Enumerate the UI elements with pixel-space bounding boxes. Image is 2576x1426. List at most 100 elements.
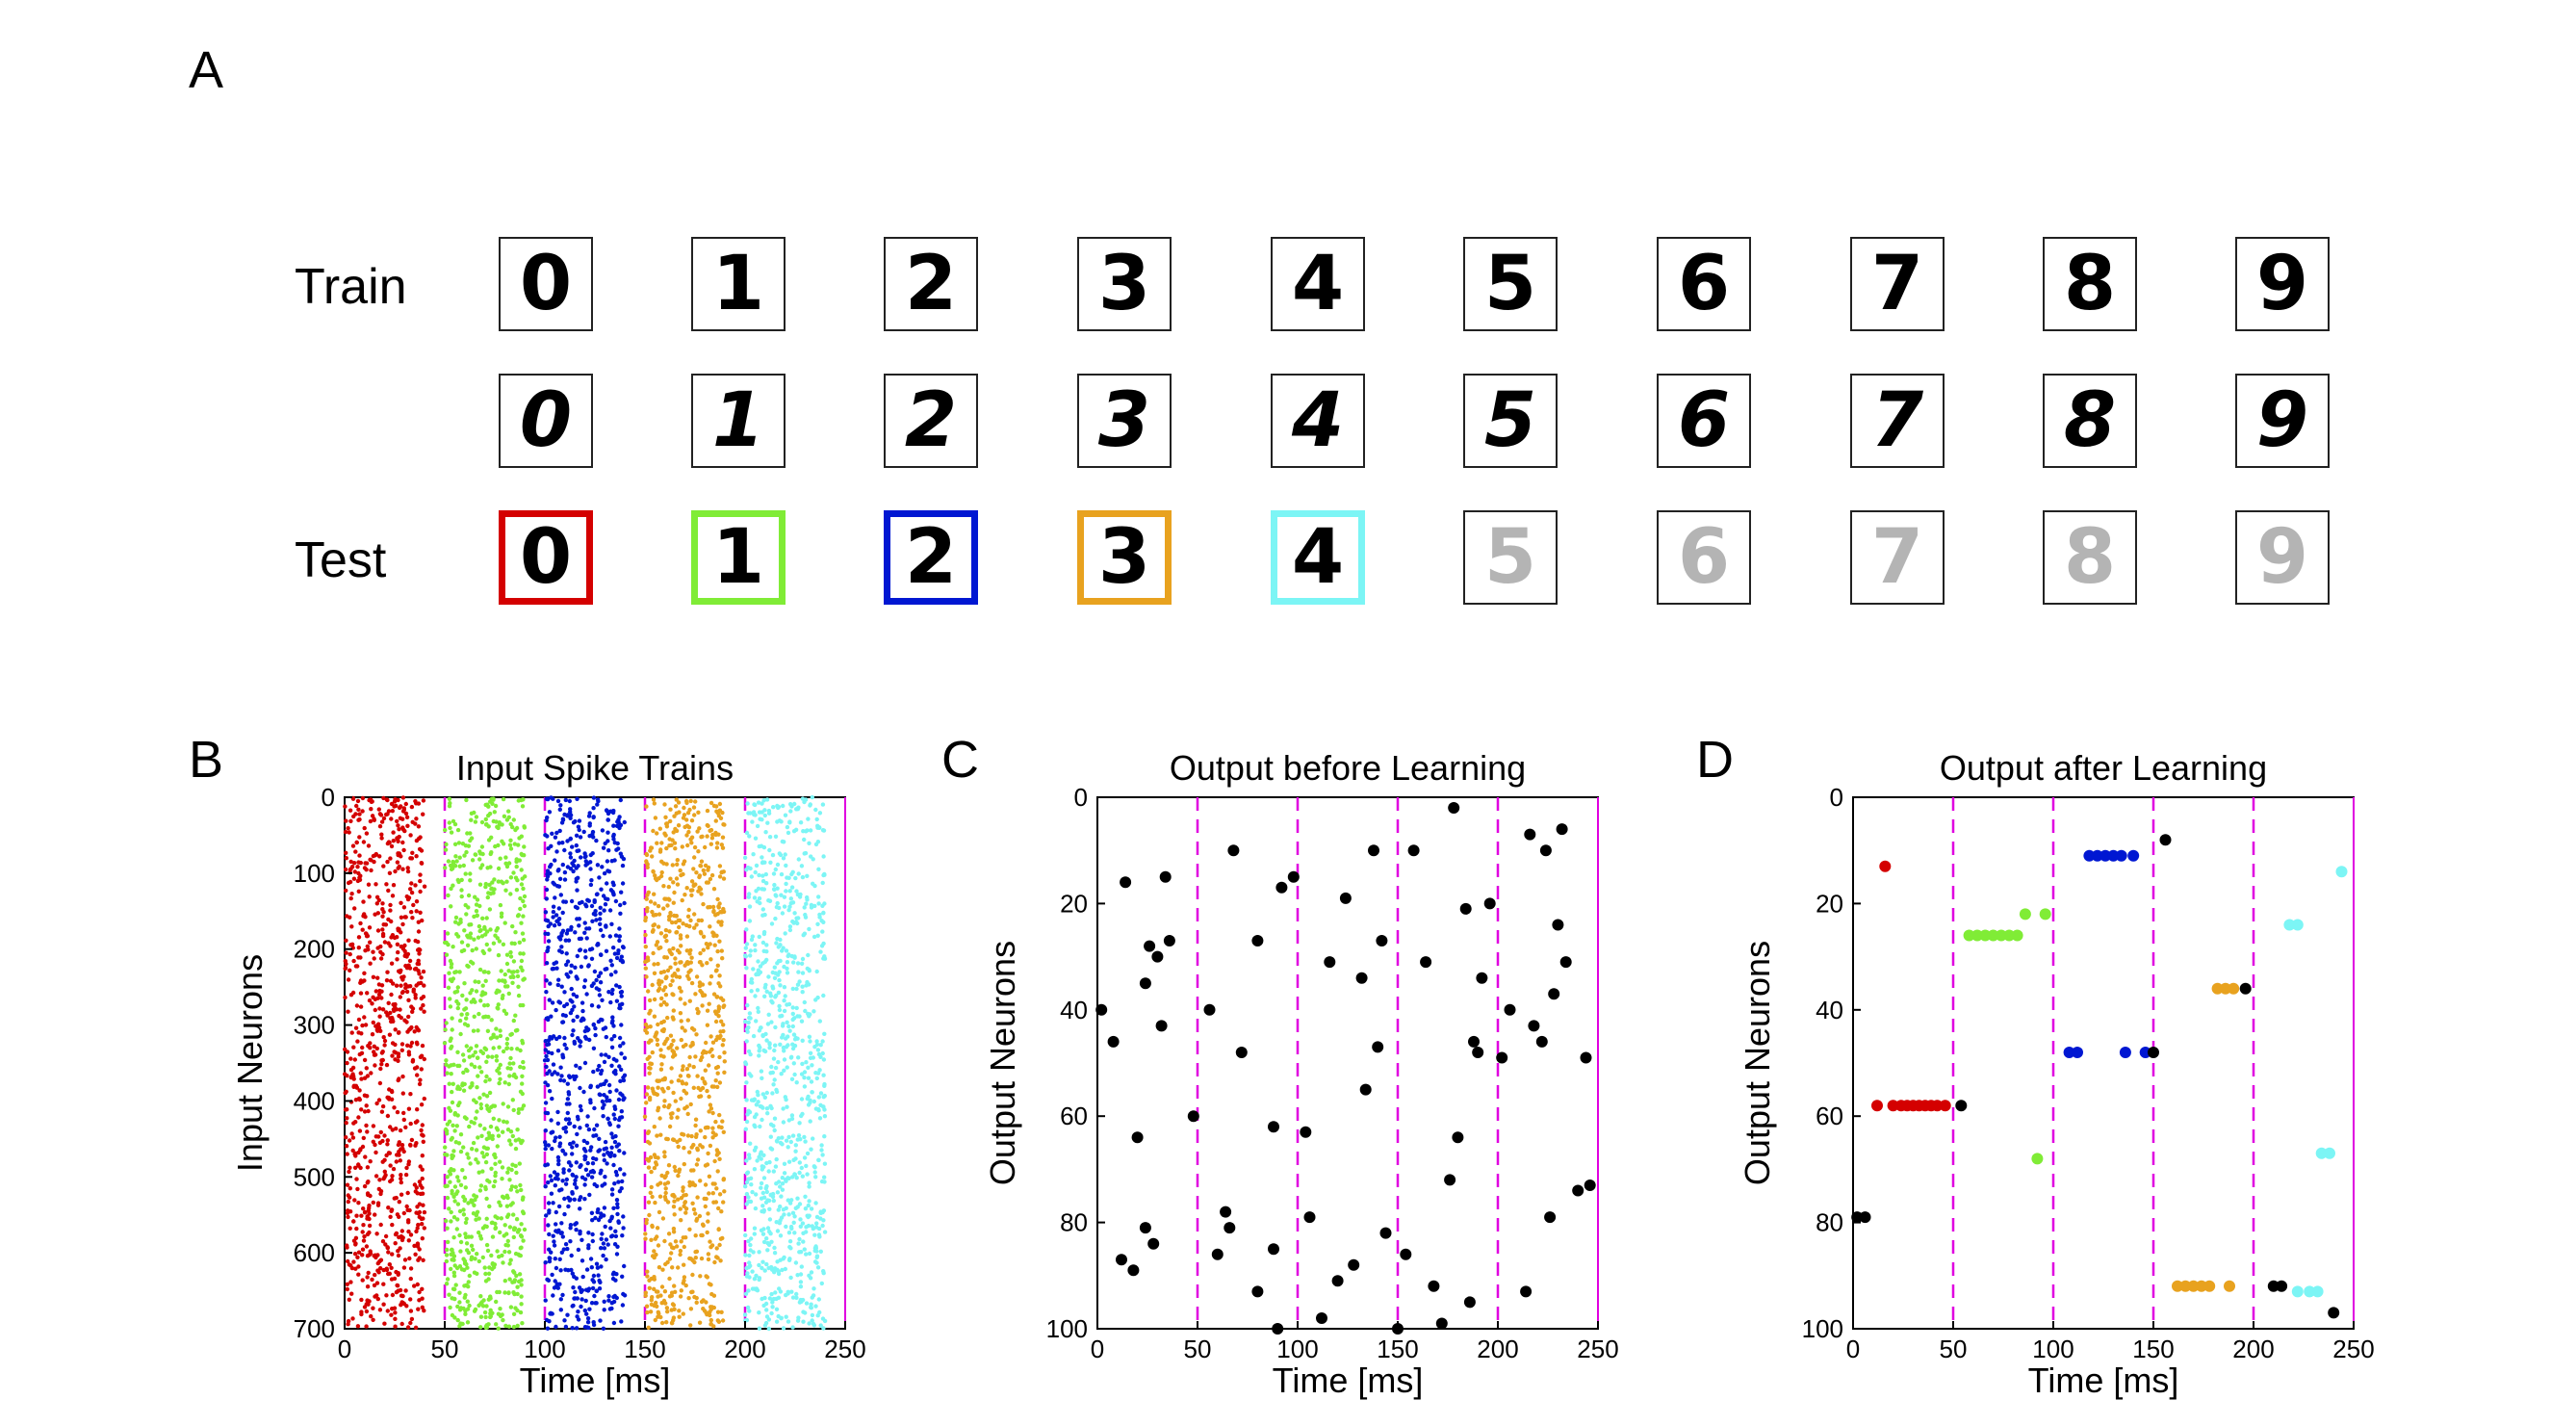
spike-point <box>661 1103 667 1109</box>
spike-point <box>744 1171 750 1176</box>
spike-point <box>684 833 689 838</box>
y-tick-label: 80 <box>1816 1208 1843 1237</box>
spike-point <box>544 1064 549 1070</box>
spike-point <box>790 900 796 905</box>
spike-point <box>417 1256 422 1260</box>
spike-point <box>693 992 698 997</box>
spike-point <box>353 1098 359 1102</box>
spike-point <box>361 1223 366 1228</box>
spike-point <box>792 1072 797 1077</box>
spike-point <box>350 1148 355 1154</box>
spike-point <box>592 1181 597 1187</box>
spike-point <box>671 1008 676 1013</box>
spike-point <box>721 1129 726 1135</box>
spike-point <box>582 930 587 935</box>
spike-point <box>789 804 794 809</box>
spike-point <box>765 1022 771 1026</box>
spike-point <box>523 874 528 879</box>
spike-point <box>475 1055 480 1061</box>
spike-point <box>662 1289 668 1294</box>
spike-point <box>556 1161 561 1167</box>
spike-point <box>481 1092 486 1097</box>
spike-point <box>364 1309 370 1314</box>
spike-point <box>784 1224 788 1230</box>
spike-point <box>688 1044 693 1049</box>
spike-point <box>788 1139 793 1145</box>
spike-point <box>555 1172 560 1178</box>
spike-point <box>486 1130 491 1135</box>
spike-point <box>682 1146 686 1151</box>
spike-point <box>506 1081 511 1087</box>
spike-point <box>708 1106 714 1111</box>
spike-point <box>546 939 552 944</box>
spike-point <box>568 813 574 817</box>
output-spike-point <box>2335 866 2348 878</box>
spike-point <box>779 1215 785 1220</box>
spike-point <box>516 843 521 847</box>
spike-point <box>719 1209 724 1214</box>
spike-point <box>579 1107 583 1113</box>
spike-point <box>615 1202 620 1206</box>
spike-point <box>345 1050 350 1054</box>
spike-point <box>717 1112 722 1118</box>
spike-point <box>480 916 485 920</box>
spike-point <box>614 955 620 961</box>
spike-point <box>742 1312 748 1317</box>
spike-point <box>543 910 549 915</box>
spike-point <box>554 1036 559 1042</box>
spike-point <box>403 985 408 991</box>
spike-point <box>345 1210 350 1216</box>
spike-point <box>386 809 392 814</box>
spike-point <box>768 1146 773 1151</box>
spike-point <box>459 1012 464 1017</box>
spike-point <box>550 831 554 836</box>
spike-point <box>483 1186 488 1192</box>
spike-point <box>751 967 756 972</box>
spike-point <box>778 1014 783 1019</box>
spike-point <box>456 1141 462 1146</box>
spike-point <box>744 1119 750 1125</box>
spike-point <box>761 948 766 953</box>
spike-point <box>689 1145 694 1150</box>
spike-point <box>451 1154 455 1158</box>
spike-point <box>408 1309 414 1313</box>
spike-point <box>411 902 416 908</box>
spike-point <box>562 869 568 875</box>
spike-point <box>760 887 764 892</box>
spike-point <box>664 974 669 979</box>
spike-point <box>588 1257 594 1261</box>
spike-point <box>581 1138 586 1144</box>
spike-point <box>490 1133 495 1139</box>
spike-point <box>343 804 348 809</box>
spike-point <box>663 993 669 998</box>
spike-point <box>766 1169 771 1174</box>
spike-point <box>461 1207 466 1212</box>
spike-point <box>489 1018 494 1023</box>
spike-point <box>546 1180 551 1185</box>
spike-point <box>808 802 812 807</box>
spike-point <box>708 842 713 846</box>
spike-point <box>688 947 693 953</box>
spike-point <box>545 1071 550 1076</box>
y-tick-label: 0 <box>1830 783 1843 812</box>
spike-point <box>502 1249 507 1255</box>
spike-point <box>461 1212 467 1217</box>
spike-point <box>545 1277 550 1283</box>
spike-point <box>466 1234 472 1239</box>
spike-point <box>686 829 691 835</box>
spike-point <box>819 1143 824 1148</box>
spike-point <box>373 1142 377 1148</box>
spike-point <box>447 820 451 825</box>
spike-point <box>388 902 393 908</box>
spike-point <box>816 894 821 899</box>
spike-point <box>556 921 562 927</box>
spike-point <box>462 928 467 933</box>
spike-point <box>477 1096 482 1101</box>
spike-point <box>372 817 376 821</box>
spike-point <box>717 1192 723 1197</box>
spike-point <box>758 1124 762 1129</box>
spike-point <box>716 1125 722 1129</box>
spike-point <box>608 1151 614 1155</box>
spike-point <box>743 1127 748 1131</box>
spike-point <box>759 843 764 848</box>
